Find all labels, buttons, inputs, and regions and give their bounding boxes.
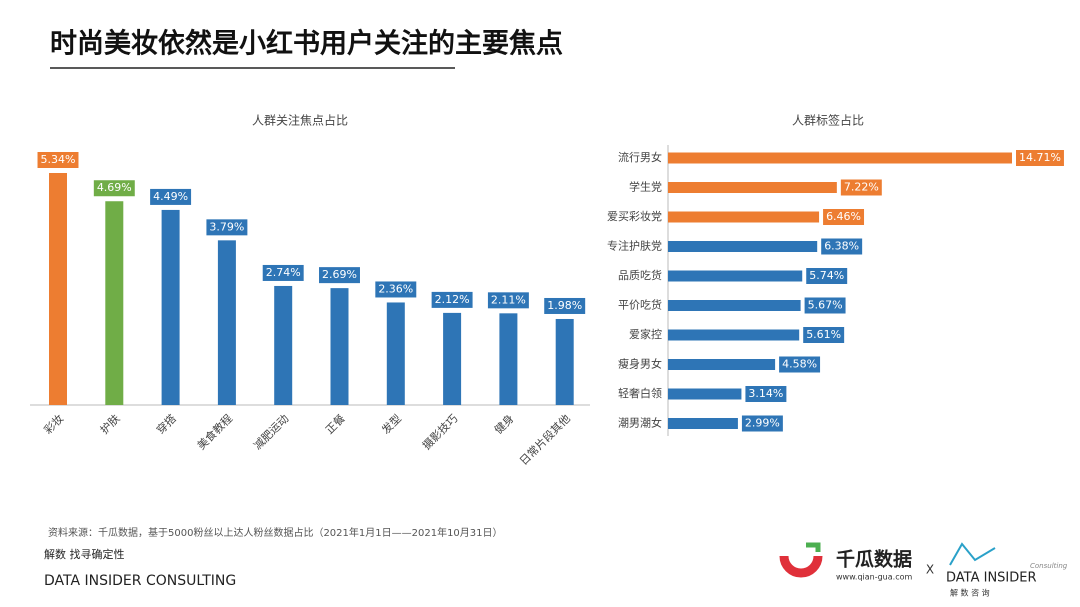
y-tick-label: 瘦身男女 [618,357,662,371]
x-tick-label: 正餐 [322,411,347,436]
y-tick-label: 轻奢白领 [618,386,662,400]
source-note: 资料来源：千瓜数据，基于5000粉丝以上达人粉丝数据占比（2021年1月1日——… [48,526,503,539]
y-tick-label: 爱买彩妆党 [607,210,662,223]
value-label-box [319,267,360,284]
value-label-box [804,297,846,314]
bar [668,270,803,282]
y-tick-label: 潮男潮女 [618,416,662,430]
value-label: 2.36% [378,282,413,295]
value-label-box [487,292,529,309]
value-label-box [431,291,473,308]
qiangua-logo: 千瓜数据 www.qian-gua.com [779,542,912,582]
bar [555,318,574,405]
value-label: 4.58% [782,358,817,371]
value-label: 3.14% [748,387,783,400]
value-label-box [745,386,787,402]
bar [330,288,349,405]
value-label-box [840,179,882,196]
x-tick-label: 发型 [379,411,404,436]
value-label: 4.69% [97,181,132,194]
x-tick-label: 减肥运动 [251,412,291,452]
bar [499,313,518,405]
value-label: 7.22% [844,181,879,194]
slide-title: 时尚美妆依然是小红书用户关注的主要焦点 [50,28,563,60]
logo-url: www.qian-gua.com [836,573,912,582]
value-label: 2.11% [491,293,526,306]
logo-arc [779,555,823,578]
value-label: 6.38% [824,240,859,253]
bar [386,302,405,405]
bar [217,240,236,405]
bar [668,211,820,223]
bar [668,388,742,400]
logo-mark [806,542,821,552]
x-tick-label: 摄影技巧 [419,411,460,452]
logo-lines [949,542,996,566]
value-label-box [741,415,783,432]
y-tick-label: 爱家控 [629,327,662,341]
bar [668,329,800,341]
value-label-box [806,268,848,284]
value-label-box [779,356,821,373]
y-tick-label: 流行男女 [618,150,662,164]
value-label-box [544,297,586,314]
logo-text: 千瓜数据 [836,548,912,571]
value-label-box [37,152,79,168]
chart-title: 人群关注焦点占比 [252,113,348,128]
bar [668,359,776,370]
x-tick-label: 美食教程 [194,411,235,452]
bar [274,285,293,405]
value-label-box [823,209,865,225]
y-tick-label: 学生党 [629,180,662,194]
value-label: 2.12% [435,293,470,306]
value-label: 3.79% [209,220,244,233]
logo-text: DATA INSIDER [946,571,1037,586]
value-label: 5.61% [806,328,841,341]
x-tick-label: 日常片段其他 [516,411,573,468]
value-label: 2.69% [322,268,357,281]
logo-separator: X [926,563,934,577]
value-label: 6.46% [826,210,861,223]
value-label: 14.71% [1019,151,1061,164]
value-label-box [375,281,417,298]
value-label-box [803,327,845,343]
bar [443,312,462,405]
bar [105,201,124,405]
bar [668,152,1012,164]
bar [668,182,837,193]
logo-consulting: Consulting [1030,562,1068,570]
value-label-box [262,264,304,281]
y-tick-label: 品质吃货 [618,268,662,282]
value-label-box [821,238,863,255]
value-label: 2.99% [745,417,780,430]
company: DATA INSIDER CONSULTING [44,573,236,589]
x-tick-label: 健身 [491,411,516,436]
value-label-box [206,219,248,236]
logo-cn: 解 数 咨 询 [950,588,990,598]
value-label: 5.67% [808,299,843,312]
y-tick-label: 专注护肤党 [607,239,662,253]
bar [49,173,67,405]
value-label-box [150,188,192,205]
value-label: 5.74% [809,269,844,282]
x-tick-label: 护肤 [97,411,122,436]
value-label-box [1016,150,1064,166]
bar [668,418,738,429]
x-tick-label: 彩妆 [41,412,66,437]
y-tick-label: 平价吃货 [618,298,662,312]
value-label: 4.49% [153,190,188,203]
datainsider-logo: Consulting DATA INSIDER 解 数 咨 询 [946,542,1068,598]
bar [668,300,801,311]
bar [161,209,180,405]
bar [668,241,818,252]
chart-title: 人群标签占比 [792,113,864,128]
slogan: 解数 找寻确定性 [44,547,125,561]
value-label: 5.34% [41,153,76,166]
value-label: 2.74% [266,266,301,279]
value-label: 1.98% [547,299,582,312]
x-tick-label: 穿搭 [153,411,178,436]
value-label-box [93,180,135,197]
